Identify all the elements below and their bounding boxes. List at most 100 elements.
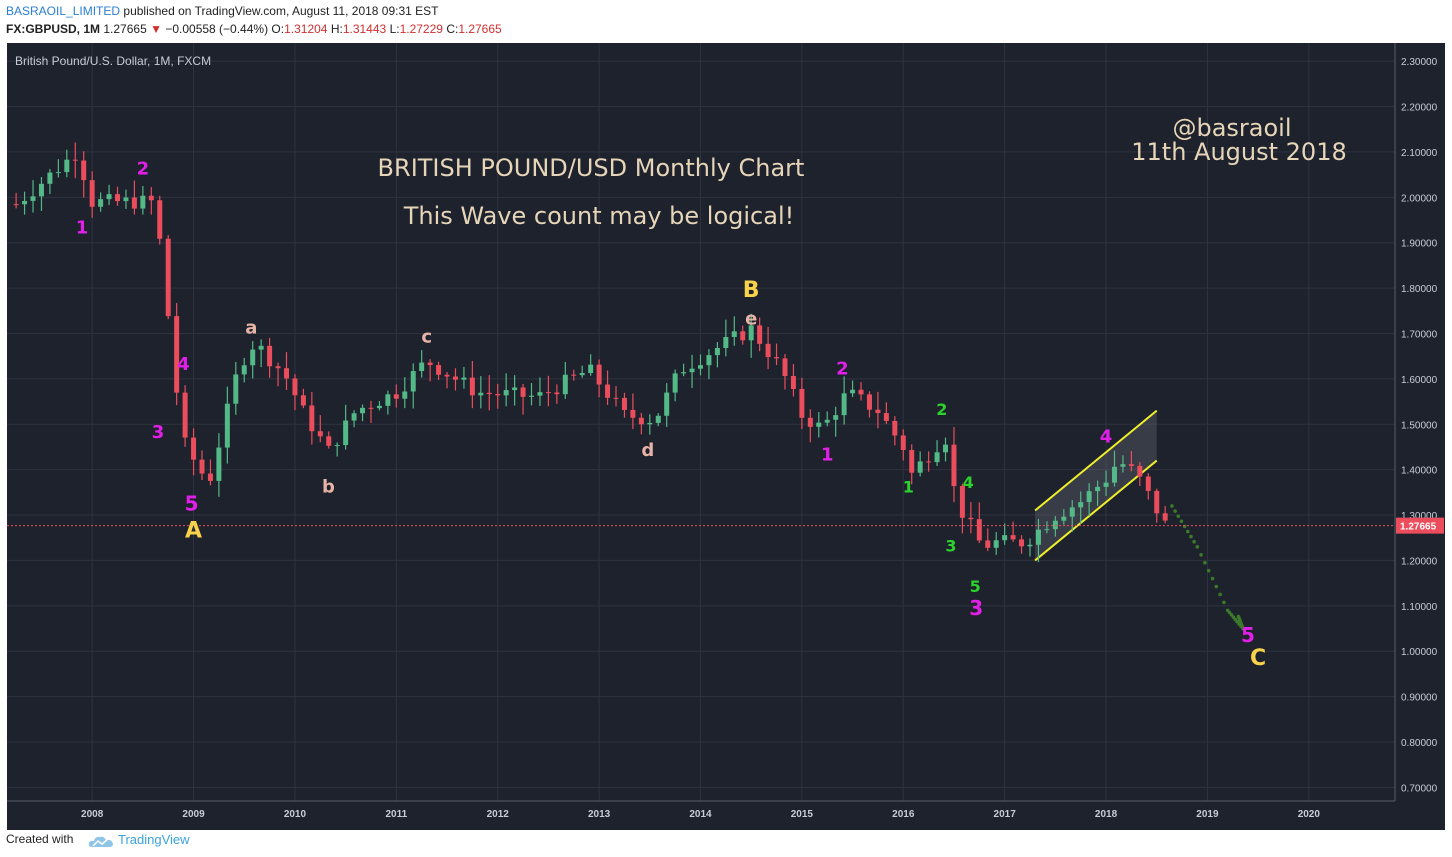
candle-body: [469, 377, 475, 396]
candle-body: [993, 540, 999, 548]
created-with-text: Created with: [6, 832, 74, 846]
candle: [943, 437, 949, 462]
candle-body: [917, 461, 923, 473]
candle: [537, 377, 543, 406]
candle: [89, 171, 95, 218]
candle: [419, 350, 425, 378]
author-link[interactable]: BASRAOIL_LIMITED: [6, 4, 121, 18]
candle: [926, 451, 932, 472]
candle-body: [368, 407, 374, 409]
y-tick-label: 1.60000: [1401, 375, 1438, 386]
candle: [427, 359, 433, 382]
wave-label: a: [245, 317, 257, 338]
x-tick-label: 2016: [892, 809, 915, 820]
series-title: British Pound/U.S. Dollar, 1M, FXCM: [15, 54, 211, 68]
x-tick-label: 2008: [81, 809, 104, 820]
candle: [393, 384, 399, 408]
candle: [613, 386, 619, 407]
wave-label: 1: [903, 477, 914, 496]
candle-body: [926, 461, 932, 463]
candle-body: [1061, 516, 1067, 521]
candle: [976, 502, 982, 544]
candle-body: [697, 365, 703, 369]
change-value: −0.00558 (−0.44%): [165, 22, 269, 36]
candle-body: [858, 389, 864, 395]
candle: [22, 191, 28, 215]
tradingview-cloud-icon[interactable]: [88, 835, 114, 849]
candle-body: [317, 431, 323, 437]
candle: [807, 409, 813, 443]
y-tick-label: 0.90000: [1401, 693, 1438, 704]
candle-body: [790, 376, 796, 389]
candle: [1120, 455, 1126, 473]
projection-dot: [1176, 514, 1181, 518]
candle: [1095, 480, 1101, 506]
y-tick-label: 2.00000: [1401, 193, 1438, 204]
projection-dot: [1222, 600, 1226, 605]
candle-body: [1035, 529, 1041, 545]
candle: [224, 386, 230, 464]
candle: [951, 427, 957, 503]
candle: [47, 169, 53, 194]
candle: [579, 365, 585, 378]
candle-body: [613, 397, 619, 399]
wave-label: 2: [936, 400, 947, 419]
candle-body: [115, 194, 121, 202]
price-axis[interactable]: [1395, 43, 1445, 830]
candle: [106, 184, 112, 206]
time-axis[interactable]: [7, 801, 1395, 830]
candle: [30, 180, 36, 213]
last-price-label: 1.27665: [1400, 522, 1437, 533]
candle: [892, 416, 898, 446]
candle-body: [495, 394, 501, 396]
candle-body: [630, 409, 636, 418]
down-arrow-icon: ▼: [150, 22, 162, 36]
candle: [554, 384, 560, 404]
candle-body: [182, 392, 188, 438]
wave-label: 3: [969, 596, 983, 620]
candle: [774, 343, 780, 366]
candle: [1052, 516, 1058, 537]
candle-body: [731, 331, 737, 337]
candle: [968, 502, 974, 534]
candle: [55, 159, 61, 178]
candle-body: [89, 180, 95, 207]
candle-body: [292, 378, 298, 396]
projection-dot: [1210, 576, 1215, 581]
candle: [326, 431, 332, 449]
candle-body: [909, 450, 915, 473]
candle: [588, 354, 594, 376]
candle: [1154, 488, 1160, 523]
candle-body: [165, 238, 171, 317]
candle-body: [951, 444, 957, 487]
wave-label: 1: [821, 445, 834, 466]
candle-body: [1078, 502, 1084, 508]
tradingview-brand-link[interactable]: TradingView: [118, 832, 190, 847]
candle-body: [131, 197, 137, 209]
candle: [866, 391, 872, 418]
last-price: 1.27665: [103, 22, 147, 36]
candle-body: [968, 517, 974, 520]
candle: [740, 325, 746, 345]
candle: [638, 412, 644, 435]
candle: [241, 357, 247, 383]
candle-body: [1111, 466, 1117, 483]
candle: [562, 361, 568, 399]
candle: [655, 413, 661, 427]
price-chart[interactable]: British Pound/U.S. Dollar, 1M, FXCM BRIT…: [7, 43, 1445, 830]
candle: [706, 349, 712, 380]
low-value: 1.27229: [399, 22, 443, 36]
candle: [621, 392, 627, 418]
candle-body: [326, 436, 332, 446]
y-tick-label: 1.50000: [1401, 420, 1438, 431]
candle-body: [1044, 529, 1050, 531]
candle-body: [157, 200, 163, 239]
y-tick-label: 2.30000: [1401, 57, 1438, 68]
candle-body: [444, 374, 450, 377]
candle: [98, 192, 104, 212]
candle: [199, 450, 205, 480]
candle-body: [250, 349, 256, 366]
low-label: L:: [389, 22, 400, 36]
candle: [1061, 509, 1067, 525]
